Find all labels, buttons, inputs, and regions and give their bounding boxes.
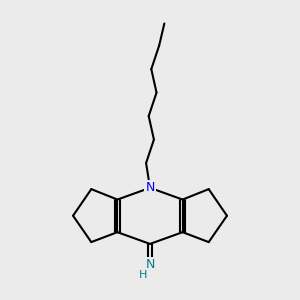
- Text: N: N: [145, 258, 155, 271]
- Text: H: H: [139, 270, 147, 280]
- Text: N: N: [145, 181, 155, 194]
